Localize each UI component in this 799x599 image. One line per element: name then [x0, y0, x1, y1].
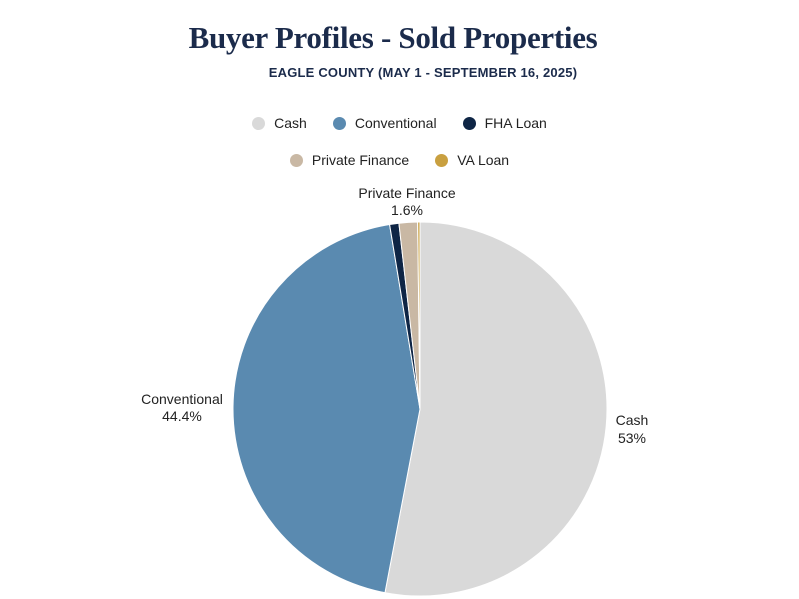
legend-label-fha-loan: FHA Loan [484, 115, 547, 131]
legend-swatch-private-finance [289, 153, 303, 167]
pie-label-private-finance-percent: 1.6% [391, 202, 423, 218]
pie-label-private-finance-name: Private Finance [358, 185, 455, 201]
legend-row-1: Cash Conventional FHA Loan [0, 115, 799, 131]
legend-item-fha-loan[interactable]: FHA Loan [462, 115, 547, 131]
pie-slice-conventional[interactable] [232, 223, 421, 594]
legend-swatch-cash [252, 116, 266, 130]
pie-label-cash-name: Cash [616, 412, 649, 428]
legend-row-2: Private Finance VA Loan [0, 152, 799, 168]
legend-swatch-conventional [332, 116, 346, 130]
legend-swatch-fha-loan [462, 116, 476, 130]
legend-item-va-loan[interactable]: VA Loan [435, 152, 509, 168]
pie-label-conventional-name: Conventional [141, 391, 223, 407]
legend-label-va-loan: VA Loan [457, 152, 510, 168]
pie-label-cash-percent: 53% [618, 430, 646, 446]
chart-title: Buyer Profiles - Sold Properties [188, 20, 598, 55]
pie-slice-cash[interactable] [384, 221, 608, 597]
pie-label-conventional-percent: 44.4% [162, 408, 202, 424]
legend-swatch-va-loan [435, 153, 449, 167]
legend-item-private-finance[interactable]: Private Finance [289, 152, 410, 168]
legend-item-cash[interactable]: Cash [252, 115, 307, 131]
legend-label-conventional: Conventional [354, 115, 437, 131]
legend-item-conventional[interactable]: Conventional [332, 115, 437, 131]
legend-label-cash: Cash [274, 115, 307, 131]
pie-slice-va-loan[interactable] [417, 221, 421, 410]
chart-subtitle: EAGLE COUNTY (MAY 1 - SEPTEMBER 16, 2025… [268, 65, 578, 80]
legend-label-private-finance: Private Finance [311, 152, 410, 168]
